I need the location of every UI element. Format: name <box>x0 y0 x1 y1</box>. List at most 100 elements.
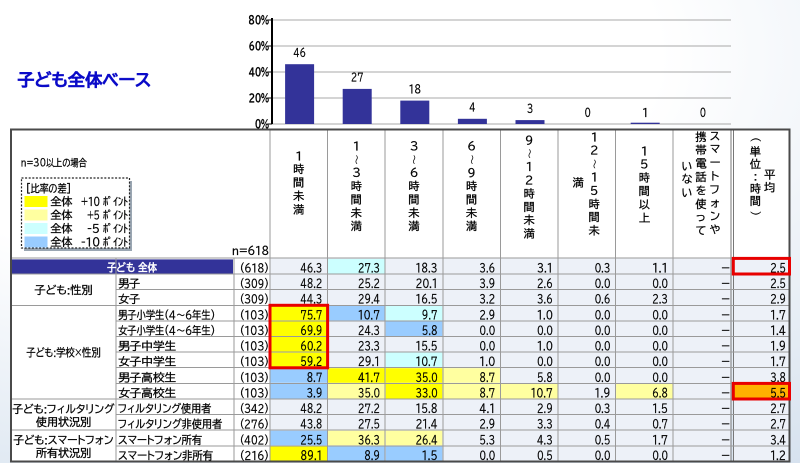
svg-text:均: 均 <box>764 182 775 194</box>
svg-text:−: − <box>721 404 730 415</box>
svg-text:満: 満 <box>293 204 304 215</box>
svg-text:1.9: 1.9 <box>770 341 786 352</box>
svg-text:満: 満 <box>351 221 362 232</box>
svg-text:3.6: 3.6 <box>479 262 495 274</box>
svg-text:以: 以 <box>638 199 650 210</box>
svg-text:～: ～ <box>589 158 600 169</box>
svg-text:46: 46 <box>293 47 305 59</box>
svg-text:4.3: 4.3 <box>537 434 553 446</box>
svg-text:(103): (103) <box>240 309 269 321</box>
svg-text:(: ( <box>750 137 762 143</box>
svg-text:時: 時 <box>409 181 421 192</box>
svg-text:0.0: 0.0 <box>652 449 668 461</box>
svg-text:間: 間 <box>466 194 477 205</box>
svg-text:75.7: 75.7 <box>300 309 322 321</box>
svg-text:(402): (402) <box>240 434 269 446</box>
svg-text:2.9: 2.9 <box>770 293 786 305</box>
svg-text:0.0: 0.0 <box>479 325 495 337</box>
svg-text:29.4: 29.4 <box>358 293 380 305</box>
svg-text:5.5: 5.5 <box>770 387 786 399</box>
svg-text:48.2: 48.2 <box>300 403 322 415</box>
svg-text:1: 1 <box>526 162 533 173</box>
svg-text:0.0: 0.0 <box>595 340 611 352</box>
svg-text:60.2: 60.2 <box>300 340 322 352</box>
svg-text:(103): (103) <box>240 340 269 352</box>
svg-text:0%: 0% <box>255 119 270 130</box>
svg-text:(309): (309) <box>240 278 269 290</box>
svg-text:0: 0 <box>585 108 591 119</box>
svg-text:0: 0 <box>700 108 706 119</box>
svg-text:0.4: 0.4 <box>595 418 611 430</box>
svg-text:6: 6 <box>467 140 475 152</box>
svg-text:0.7: 0.7 <box>652 418 668 430</box>
svg-text:(103): (103) <box>240 325 269 337</box>
svg-text:5.8: 5.8 <box>537 371 553 383</box>
svg-text:男子小学生(4～6年生): 男子小学生(4～6年生) <box>118 309 215 321</box>
svg-text:フ: フ <box>710 184 720 195</box>
svg-text:1: 1 <box>353 141 360 152</box>
svg-text:23.3: 23.3 <box>358 340 380 352</box>
svg-text:間: 間 <box>589 212 600 223</box>
svg-text:0.5: 0.5 <box>595 434 611 446</box>
svg-text:(309): (309) <box>240 293 269 305</box>
svg-text:時: 時 <box>293 164 305 175</box>
svg-text:−: − <box>721 450 730 461</box>
svg-text:3.2: 3.2 <box>479 293 495 305</box>
svg-text:+5: +5 <box>87 210 100 221</box>
svg-text:3.3: 3.3 <box>537 418 553 430</box>
svg-text:69.9: 69.9 <box>300 325 322 337</box>
svg-text:3: 3 <box>527 103 533 114</box>
svg-text:44.3: 44.3 <box>300 293 322 305</box>
svg-text:59.2: 59.2 <box>300 356 322 368</box>
svg-text:1.4: 1.4 <box>770 325 786 337</box>
svg-text:使用状況別: 使用状況別 <box>36 416 91 428</box>
svg-text:2.3: 2.3 <box>652 293 668 305</box>
svg-text:1: 1 <box>591 172 598 183</box>
svg-text:2.6: 2.6 <box>537 278 553 290</box>
svg-text:満: 満 <box>409 221 420 232</box>
svg-text:～: ～ <box>466 154 477 165</box>
svg-text:い: い <box>682 161 693 172</box>
svg-text:0.0: 0.0 <box>652 309 668 321</box>
svg-text:9.7: 9.7 <box>422 310 438 321</box>
svg-text:全体: 全体 <box>50 223 73 235</box>
svg-text:1: 1 <box>295 151 302 162</box>
svg-text:子ども 全体: 子ども 全体 <box>107 262 158 274</box>
svg-text:や: や <box>710 224 721 236</box>
svg-text:1.2: 1.2 <box>770 449 786 461</box>
svg-text:～: ～ <box>351 154 362 165</box>
svg-text:n=30以上の場合: n=30以上の場合 <box>21 157 88 168</box>
svg-text:0.0: 0.0 <box>479 340 495 352</box>
svg-text:16.5: 16.5 <box>416 293 438 305</box>
svg-text:2.7: 2.7 <box>770 418 786 430</box>
svg-text:3.9: 3.9 <box>479 278 495 290</box>
svg-text:): ) <box>750 211 762 216</box>
svg-text:1.7: 1.7 <box>770 310 786 321</box>
svg-text:間: 間 <box>409 194 420 205</box>
svg-text:5: 5 <box>590 185 598 196</box>
svg-text:子ども:学校×性別: 子ども:学校×性別 <box>27 347 101 359</box>
svg-text:ﾎﾟｲﾝﾄ: ﾎﾟｲﾝﾄ <box>103 237 128 248</box>
svg-text:1.0: 1.0 <box>537 309 553 321</box>
svg-text:間: 間 <box>639 186 650 197</box>
svg-text:1.1: 1.1 <box>652 263 668 274</box>
svg-text:15.8: 15.8 <box>416 403 438 415</box>
svg-text:21.4: 21.4 <box>416 418 438 430</box>
svg-text:4: 4 <box>469 102 475 113</box>
svg-text:て: て <box>696 226 707 237</box>
svg-text:未: 未 <box>292 191 304 202</box>
svg-text:35.0: 35.0 <box>416 371 438 383</box>
svg-text:女子中学生: 女子中学生 <box>118 356 176 368</box>
svg-text:単: 単 <box>750 146 761 158</box>
svg-text:満: 満 <box>573 177 584 188</box>
svg-text:時: 時 <box>466 181 478 192</box>
svg-text:(103): (103) <box>240 371 269 383</box>
svg-text:平: 平 <box>764 169 775 180</box>
svg-text:～: ～ <box>408 154 419 165</box>
svg-text:女子高校生: 女子高校生 <box>118 387 176 399</box>
svg-text:3: 3 <box>352 168 360 179</box>
svg-text:(103): (103) <box>240 387 269 399</box>
svg-text:1.5: 1.5 <box>422 449 438 461</box>
svg-text:所有状況別: 所有状況別 <box>35 447 91 459</box>
svg-text:電: 電 <box>696 159 708 170</box>
